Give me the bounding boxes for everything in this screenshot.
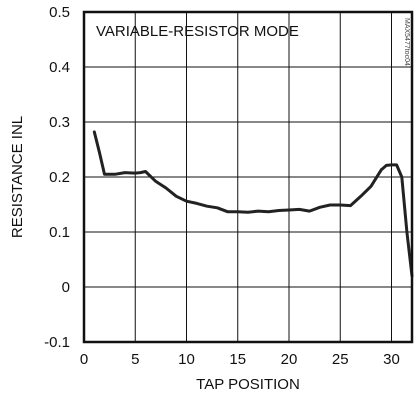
x-tick-label: 15 [229,351,246,368]
x-tick-label: 25 [332,351,349,368]
y-tick-label: 0.2 [49,169,70,186]
plot-frame [82,10,414,344]
figure-code: MAX5477toc04 [403,18,410,66]
grid [84,12,412,342]
x-tick-label: 20 [281,351,298,368]
x-axis-title: TAP POSITION [196,376,300,393]
x-tick-label: 10 [178,351,195,368]
y-tick-label: 0.5 [49,4,70,21]
x-tick-label: 5 [131,351,139,368]
y-tick-label: 0.4 [49,59,70,76]
tick-labels: 0 5 10 15 20 25 30 -0.1 0 0.1 0.2 0.3 0.4 0.5 [44,4,400,368]
y-tick-label: -0.1 [44,334,70,351]
y-tick-label: 0 [62,279,70,296]
x-tick-label: 30 [383,351,400,368]
y-tick-label: 0.1 [49,224,70,241]
mode-annotation: VARIABLE-RESISTOR MODE [96,23,299,40]
series-layer [92,130,414,278]
x-tick-label: 0 [80,351,88,368]
y-axis-title: RESISTANCE INL [9,116,26,238]
y-tick-label: 0.3 [49,114,70,131]
inl-series-line [92,130,414,278]
